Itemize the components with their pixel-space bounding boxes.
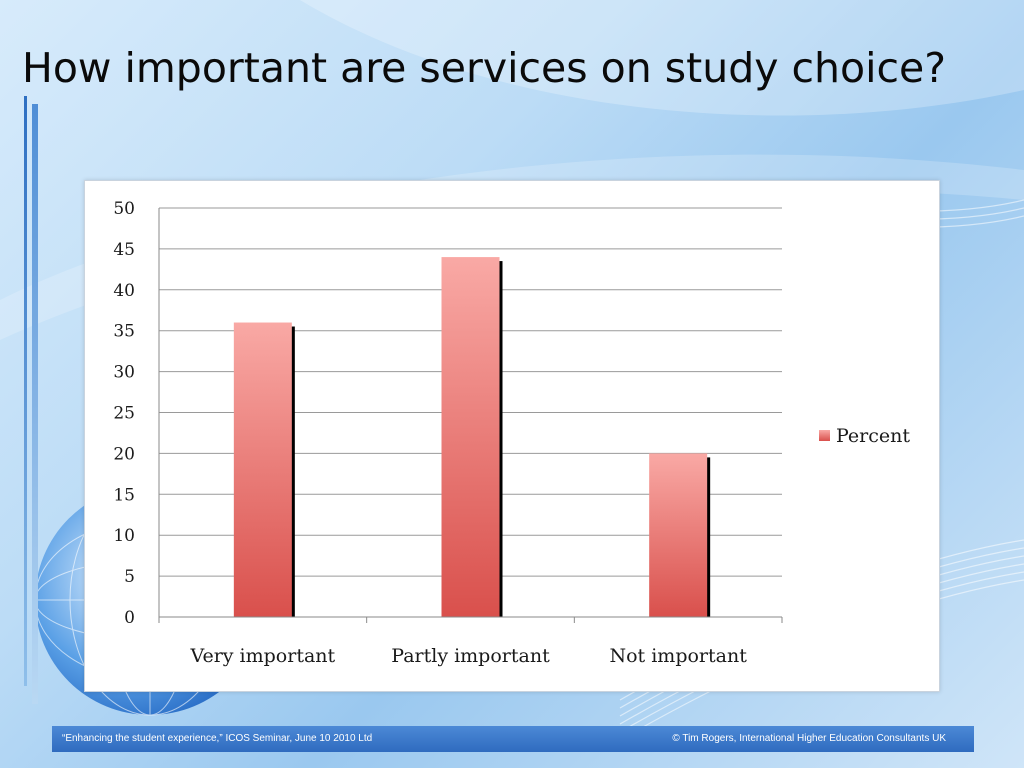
y-tick-label: 15 [113, 485, 135, 505]
accent-bar-thick [32, 104, 38, 704]
bar-shadow [290, 326, 295, 617]
bar [441, 257, 500, 617]
footer-copyright: © Tim Rogers, International Higher Educa… [672, 733, 946, 744]
y-tick-label: 10 [113, 526, 135, 546]
legend-swatch [819, 430, 830, 441]
bar-shadow [498, 261, 503, 617]
bar-chart: 0 5 10 15 20 25 30 35 40 45 50 Very important Partl… [113, 199, 910, 667]
y-tick-label: 50 [113, 199, 135, 219]
slide-title: How important are services on study choi… [22, 44, 947, 92]
y-tick-label: 25 [113, 404, 135, 424]
chart-panel: 0 5 10 15 20 25 30 35 40 45 50 Very important Partl… [84, 180, 940, 692]
bar [649, 453, 708, 617]
y-axis-tick-labels: 0 5 10 15 20 25 30 35 40 45 50 [113, 199, 135, 628]
y-tick-label: 30 [113, 363, 135, 383]
bars [233, 257, 711, 617]
axes [158, 208, 783, 623]
bar-shadow [706, 457, 711, 617]
footer-bar: “Enhancing the student experience,” ICOS… [52, 726, 974, 752]
x-tick-label: Not important [609, 645, 747, 667]
x-tick-label: Very important [189, 645, 335, 667]
x-tick-label: Partly important [391, 645, 550, 667]
legend: Percent [819, 425, 910, 447]
bar [233, 322, 292, 617]
legend-label: Percent [836, 425, 910, 447]
y-tick-label: 5 [124, 567, 135, 587]
y-tick-label: 40 [113, 281, 135, 301]
y-tick-label: 0 [124, 608, 135, 628]
y-tick-label: 20 [113, 444, 135, 464]
accent-bar-thin [24, 96, 27, 686]
footer-citation: “Enhancing the student experience,” ICOS… [62, 733, 373, 744]
x-axis-tick-labels: Very important Partly important Not import… [189, 645, 747, 667]
y-tick-label: 45 [113, 240, 135, 260]
y-tick-label: 35 [113, 322, 135, 342]
